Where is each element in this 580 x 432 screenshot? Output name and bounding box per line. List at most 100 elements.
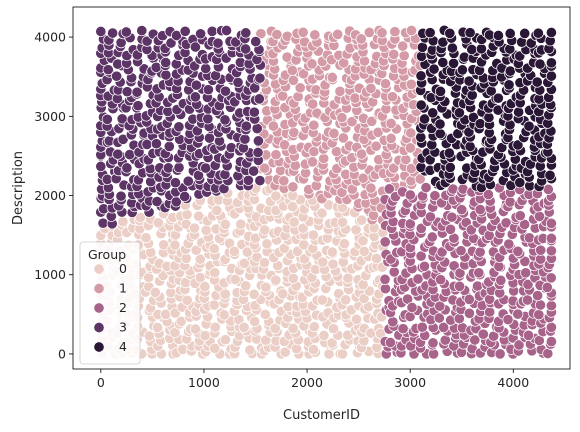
legend-label-1: 1 — [119, 281, 127, 296]
scatter-point-group-2 — [424, 211, 436, 223]
scatter-point-group-0 — [218, 309, 230, 321]
legend-label-4: 4 — [119, 339, 127, 354]
scatter-point-group-1 — [270, 149, 282, 161]
scatter-point-group-2 — [474, 246, 486, 258]
scatter-point-group-2 — [532, 290, 544, 302]
scatter-point-group-1 — [398, 50, 410, 62]
scatter-point-group-1 — [346, 116, 358, 128]
scatter-point-group-4 — [531, 76, 543, 88]
scatter-point-group-3 — [173, 121, 185, 133]
scatter-point-group-2 — [469, 334, 481, 346]
legend-title: Group — [88, 247, 126, 262]
y-tick-label: 2000 — [34, 188, 66, 203]
scatter-point-group-2 — [434, 300, 446, 312]
scatter-point-group-1 — [365, 182, 377, 194]
scatter-point-group-0 — [338, 238, 350, 250]
scatter-point-group-3 — [202, 84, 214, 96]
scatter-point-group-2 — [522, 329, 535, 341]
scatter-point-group-2 — [521, 294, 534, 306]
scatter-point-group-3 — [150, 138, 162, 150]
y-tick-label: 1000 — [34, 267, 66, 282]
scatter-point-group-2 — [535, 244, 547, 256]
legend-marker-0 — [93, 263, 105, 275]
legend-label-2: 2 — [119, 300, 127, 315]
scatter-point-group-3 — [251, 123, 263, 135]
scatter-point-group-2 — [435, 274, 447, 286]
scatter-point-group-2 — [512, 308, 524, 320]
scatter-point-group-0 — [180, 252, 192, 264]
scatter-point-group-4 — [463, 126, 475, 138]
scatter-point-group-3 — [248, 106, 260, 118]
scatter-point-group-1 — [386, 91, 398, 103]
scatter-point-group-0 — [358, 293, 370, 305]
scatter-point-group-1 — [405, 24, 418, 37]
scatter-point-group-2 — [415, 222, 427, 234]
scatter-point-group-0 — [145, 246, 157, 258]
scatter-point-group-2 — [533, 309, 545, 321]
legend-label-3: 3 — [119, 320, 127, 335]
scatter-point-group-0 — [199, 280, 211, 293]
scatter-point-group-0 — [194, 253, 206, 265]
scatter-point-group-3 — [95, 160, 107, 172]
scatter-point-group-2 — [520, 267, 532, 279]
scatter-point-group-0 — [270, 190, 282, 202]
scatter-point-group-3 — [131, 86, 143, 98]
scatter-point-group-3 — [151, 196, 163, 208]
scatter-point-group-3 — [190, 79, 202, 91]
scatter-point-group-3 — [179, 25, 191, 37]
plot-frame — [72, 6, 571, 370]
scatter-point-group-2 — [519, 218, 531, 231]
legend: Group 0 1 2 3 4 — [79, 241, 141, 365]
scatter-point-group-2 — [453, 313, 465, 325]
scatter-point-group-0 — [240, 280, 252, 292]
scatter-point-group-4 — [448, 57, 460, 69]
scatter-point-group-2 — [512, 245, 524, 257]
scatter-point-group-0 — [307, 229, 319, 241]
scatter-point-group-0 — [209, 267, 221, 279]
scatter-point-group-4 — [434, 85, 447, 97]
x-tick-label: 0 — [97, 375, 105, 390]
scatter-point-group-2 — [416, 321, 428, 333]
scatter-point-group-4 — [428, 63, 440, 75]
scatter-point-group-1 — [287, 181, 299, 193]
scatter-point-group-3 — [232, 76, 244, 88]
scatter-point-group-3 — [95, 25, 107, 38]
scatter-point-group-3 — [102, 64, 114, 76]
scatter-point-group-0 — [297, 222, 309, 234]
scatter-point-group-0 — [326, 246, 338, 258]
scatter-point-group-0 — [269, 322, 281, 334]
scatter-point-group-1 — [328, 127, 340, 139]
scatter-point-group-1 — [308, 146, 320, 158]
scatter-point-group-1 — [388, 48, 400, 60]
scatter-point-group-2 — [454, 267, 466, 279]
scatter-point-group-4 — [437, 56, 449, 69]
scatter-point-group-4 — [434, 118, 446, 130]
scatter-point-group-4 — [545, 70, 557, 82]
scatter-point-group-2 — [433, 312, 445, 324]
scatter-point-group-3 — [240, 43, 252, 55]
scatter-point-group-3 — [160, 57, 172, 69]
scatter-point-group-0 — [327, 258, 339, 270]
scatter-point-group-0 — [357, 235, 369, 247]
scatter-point-group-0 — [158, 239, 170, 251]
scatter-point-group-2 — [542, 347, 554, 360]
scatter-point-group-2 — [502, 314, 514, 326]
scatter-point-group-3 — [200, 62, 212, 75]
scatter-point-group-4 — [464, 27, 476, 39]
scatter-point-group-3 — [220, 24, 233, 37]
scatter-point-group-4 — [504, 27, 516, 40]
scatter-point-group-2 — [495, 274, 507, 286]
scatter-point-group-0 — [316, 207, 328, 219]
scatter-point-group-1 — [278, 175, 290, 187]
legend-marker-1 — [93, 282, 105, 295]
scatter-point-group-2 — [504, 196, 516, 208]
scatter-point-group-1 — [366, 115, 378, 127]
scatter-point-group-1 — [397, 40, 409, 52]
y-tick-label: 3000 — [34, 109, 66, 124]
scatter-point-group-1 — [318, 152, 330, 165]
scatter-point-group-4 — [532, 27, 544, 39]
scatter-point-group-0 — [228, 245, 240, 257]
y-axis-label: Description — [11, 151, 26, 225]
scatter-point-group-0 — [149, 286, 161, 298]
